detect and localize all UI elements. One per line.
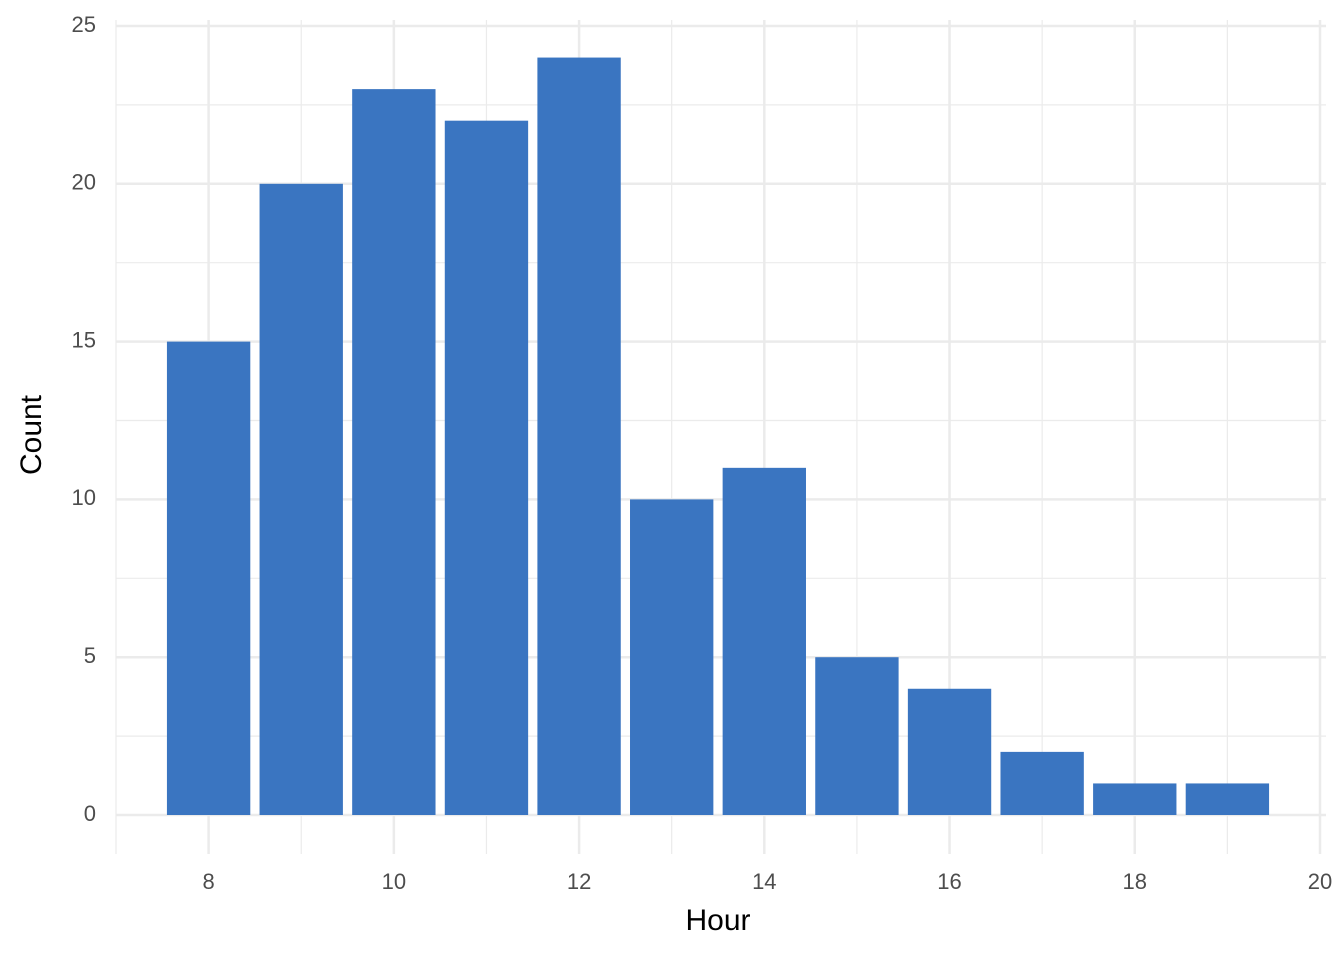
x-tick-label: 16: [937, 869, 961, 894]
y-tick-label: 25: [72, 12, 96, 37]
x-tick-label: 14: [752, 869, 776, 894]
y-axis-title: Count: [15, 394, 48, 475]
y-tick-label: 15: [72, 327, 96, 352]
x-axis-title: Hour: [685, 904, 750, 937]
bar: [722, 467, 806, 815]
bar: [444, 120, 529, 816]
y-tick-label: 0: [84, 801, 96, 826]
bar: [259, 183, 343, 816]
bar: [630, 499, 714, 815]
bar: [537, 57, 621, 816]
bar: [1093, 783, 1177, 815]
y-tick-label: 10: [72, 485, 96, 510]
x-tick-label: 10: [382, 869, 406, 894]
bar: [352, 89, 436, 816]
y-tick-label: 20: [72, 170, 96, 195]
x-tick-label: 8: [202, 869, 214, 894]
x-tick-label: 12: [567, 869, 591, 894]
bar: [1000, 751, 1084, 815]
bar: [907, 688, 992, 815]
y-tick-label: 5: [84, 643, 96, 668]
bar: [1185, 783, 1270, 815]
x-tick-label: 18: [1123, 869, 1147, 894]
x-tick-label: 20: [1308, 869, 1332, 894]
bar: [815, 657, 899, 815]
bar: [166, 341, 251, 815]
